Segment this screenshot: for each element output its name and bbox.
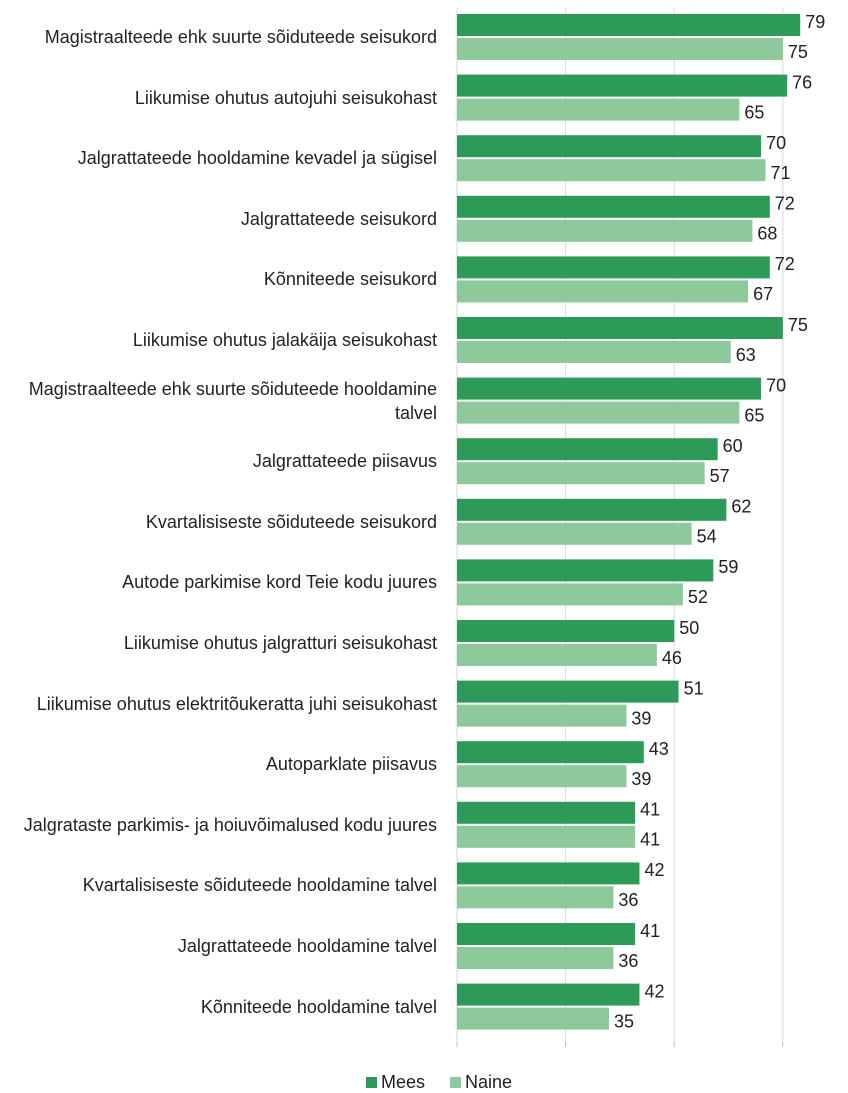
value-label: 72	[775, 194, 795, 214]
value-label: 70	[766, 133, 786, 153]
value-label: 59	[718, 557, 738, 577]
value-label: 70	[766, 375, 786, 395]
bar	[457, 14, 801, 36]
value-label: 36	[618, 890, 638, 910]
value-label: 75	[788, 315, 808, 335]
value-label: 51	[684, 678, 704, 698]
bar	[457, 1007, 610, 1030]
value-label: 65	[744, 405, 764, 425]
category-label: Jalgrattateede piisavus	[252, 451, 437, 472]
bar	[457, 825, 636, 848]
bar	[457, 704, 627, 727]
bar	[457, 583, 683, 606]
bar	[457, 38, 783, 60]
bar	[457, 498, 727, 521]
value-label: 52	[688, 587, 708, 607]
value-label: 75	[788, 42, 808, 62]
value-label: 54	[697, 527, 717, 547]
bar	[457, 620, 675, 642]
value-label: 43	[649, 739, 669, 759]
value-label: 57	[710, 466, 730, 486]
category-label: Jalgrattateede hooldamine kevadel ja süg…	[77, 148, 437, 169]
category-label: Liikumise ohutus jalgratturi seisukohast	[123, 633, 437, 653]
value-label: 67	[753, 284, 773, 304]
bar	[457, 680, 679, 703]
category-label: Liikumise ohutus jalakäija seisukohast	[132, 330, 437, 350]
value-label: 63	[736, 345, 756, 365]
category-label: Kvartalisiseste sõiduteede seisukord	[145, 511, 437, 532]
bar	[457, 741, 644, 764]
value-label: 39	[631, 708, 651, 728]
category-label: Jalgrattateede seisukord	[240, 208, 437, 229]
bar	[457, 644, 657, 666]
bar	[457, 195, 770, 218]
value-label: 41	[640, 830, 660, 850]
category-label: Kvartalisiseste sõiduteede hooldamine ta…	[82, 875, 437, 896]
bar	[457, 280, 749, 303]
value-label: 36	[618, 951, 638, 971]
legend-label: Naine	[465, 1072, 512, 1092]
bar	[457, 923, 636, 945]
legend-swatch	[450, 1077, 462, 1088]
value-label: 50	[679, 618, 699, 638]
value-label: 46	[662, 648, 682, 668]
category-label: Liikumise ohutus autojuhi seisukohast	[134, 87, 437, 108]
value-label: 35	[614, 1011, 634, 1031]
category-label: Magistraalteede ehk suurte sõiduteede se…	[44, 27, 437, 47]
bar	[457, 765, 627, 788]
value-label: 41	[640, 921, 660, 941]
category-label: Magistraalteede ehk suurte sõiduteede ho…	[28, 378, 437, 423]
bar	[457, 947, 614, 969]
value-label: 42	[644, 981, 664, 1001]
bar	[457, 522, 692, 545]
bar	[457, 801, 636, 824]
value-label: 39	[631, 769, 651, 789]
category-label: Jalgrataste parkimis- ja hoiuvõimalused …	[23, 814, 437, 835]
bar	[457, 256, 770, 279]
bar	[457, 317, 783, 339]
category-label: Jalgrattateede hooldamine talvel	[177, 936, 437, 956]
value-label: 72	[775, 254, 795, 274]
value-label: 62	[731, 497, 751, 517]
category-label: Liikumise ohutus elektritõukeratta juhi …	[36, 693, 437, 714]
bar	[457, 983, 640, 1006]
legend-swatch	[366, 1077, 377, 1088]
bar	[457, 341, 731, 363]
value-label: 79	[805, 12, 825, 32]
bar	[457, 135, 762, 158]
bar	[457, 219, 753, 242]
bar	[457, 159, 766, 182]
value-label: 42	[644, 860, 664, 880]
value-label: 65	[744, 102, 764, 122]
bar	[457, 559, 714, 582]
bar	[457, 438, 718, 461]
category-label: Autoparklate piisavus	[265, 754, 437, 775]
value-label: 41	[640, 800, 660, 820]
value-label: 71	[770, 163, 790, 183]
bar	[457, 74, 788, 97]
bar	[457, 377, 762, 400]
value-label: 68	[757, 224, 777, 244]
legend-label: Mees	[381, 1072, 425, 1092]
bar	[457, 462, 705, 485]
bar	[457, 862, 640, 885]
category-label: Kõnniteede seisukord	[263, 269, 437, 290]
category-label: Autode parkimise kord Teie kodu juures	[122, 572, 437, 593]
value-label: 60	[723, 436, 743, 456]
bar	[457, 886, 614, 909]
category-label: Kõnniteede hooldamine talvel	[200, 996, 437, 1017]
value-label: 76	[792, 72, 812, 92]
bar	[457, 401, 740, 424]
bar	[457, 98, 740, 121]
